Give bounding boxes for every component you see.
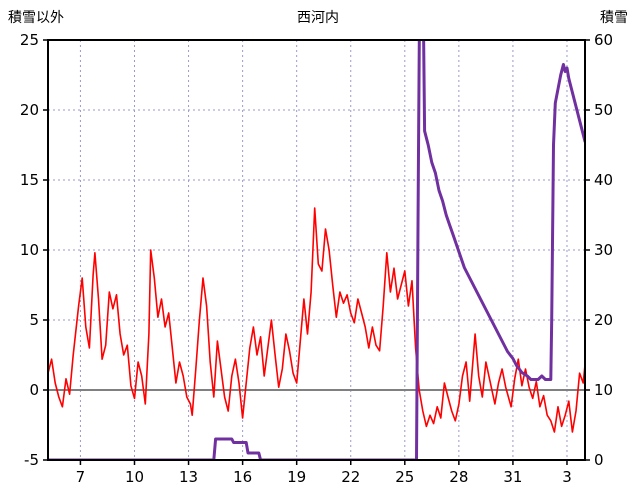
right-axis-title: 積雪 — [600, 10, 628, 26]
x-tick-label: 16 — [233, 468, 252, 486]
x-tick-label: 19 — [287, 468, 306, 486]
left-tick-label: -5 — [24, 451, 39, 469]
x-tick-label: 25 — [395, 468, 414, 486]
x-tick-label: 13 — [179, 468, 198, 486]
series-temperature — [48, 207, 585, 433]
left-tick-label: 5 — [29, 311, 39, 329]
right-tick-label: 40 — [594, 171, 613, 189]
right-tick-label: 10 — [594, 381, 613, 399]
left-tick-label: 20 — [20, 101, 39, 119]
right-tick-label: 50 — [594, 101, 613, 119]
gridlines — [48, 39, 585, 461]
x-tick-label: 3 — [562, 468, 572, 486]
chart-title: 西河内 — [297, 10, 339, 26]
x-tick-label: 22 — [341, 468, 360, 486]
x-tick-label: 31 — [503, 468, 522, 486]
left-tick-label: 25 — [20, 31, 39, 49]
x-tick-label: 10 — [125, 468, 144, 486]
series-snow_depth — [48, 40, 585, 460]
right-tick-label: 20 — [594, 311, 613, 329]
right-tick-label: 0 — [594, 451, 604, 469]
x-tick-label: 28 — [449, 468, 468, 486]
right-tick-label: 60 — [594, 31, 613, 49]
right-tick-label: 30 — [594, 241, 613, 259]
left-tick-label: 10 — [20, 241, 39, 259]
left-tick-label: 0 — [29, 381, 39, 399]
left-axis-title: 積雪以外 — [8, 10, 64, 26]
x-tick-label: 7 — [76, 468, 86, 486]
left-tick-label: 15 — [20, 171, 39, 189]
